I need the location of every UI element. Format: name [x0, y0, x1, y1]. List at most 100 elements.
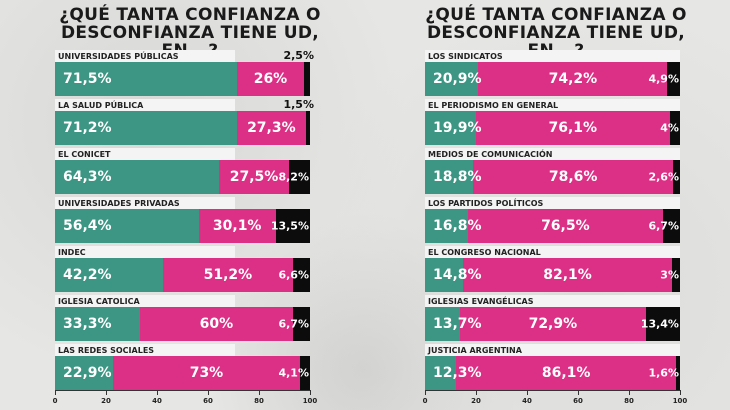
- no-answer-segment: 6,7%: [278, 307, 310, 341]
- x-tick-label: 80: [254, 397, 264, 405]
- data-label: 71,5%: [63, 71, 112, 87]
- data-label: 27,5%: [229, 169, 279, 185]
- x-tick: [425, 390, 426, 395]
- data-label: 60%: [199, 316, 234, 332]
- data-label: 6,7%: [278, 317, 309, 331]
- no-answer-segment: 4%: [660, 111, 680, 145]
- confidence-segment: 13,7%: [425, 307, 482, 341]
- x-tick: [527, 390, 528, 395]
- data-label: 8,2%: [278, 170, 309, 184]
- no-answer-segment: 8,2%: [278, 160, 310, 194]
- confidence-segment: 16,8%: [425, 209, 482, 243]
- x-tick: [208, 390, 209, 395]
- x-tick-label: 0: [52, 397, 58, 405]
- chart-title-line1: ¿QUÉ TANTA CONFIANZA O: [425, 5, 687, 25]
- left-chart: ¿QUÉ TANTA CONFIANZA O DESCONFIANZA TIEN…: [40, 0, 340, 410]
- no-answer-segment: 1,5%: [283, 98, 314, 145]
- data-label: 13,7%: [433, 316, 482, 332]
- data-label: 82,1%: [543, 267, 592, 283]
- data-label: 6,6%: [278, 268, 309, 282]
- stacked-bar: 19,9% 76,1% 4%: [425, 111, 680, 145]
- x-tick: [476, 390, 477, 395]
- data-label: 12,3%: [433, 365, 482, 381]
- stacked-bar: 33,3% 60% 6,7%: [55, 307, 310, 341]
- x-tick: [310, 390, 311, 395]
- x-tick: [157, 390, 158, 395]
- data-label: 51,2%: [203, 267, 253, 283]
- data-label: 2,5%: [283, 49, 314, 62]
- x-tick: [106, 390, 107, 395]
- x-tick-label: 20: [471, 397, 481, 405]
- stacked-bar: 71,2% 27,3% 1,5%: [55, 98, 314, 145]
- confidence-segment: 19,9%: [425, 111, 482, 145]
- data-label: 22,9%: [63, 365, 112, 381]
- data-label: 42,2%: [63, 267, 112, 283]
- category-label: UNIVERSIDADES PRIVADAS: [55, 197, 235, 210]
- category-label: EL CONGRESO NACIONAL: [425, 246, 680, 259]
- stacked-bar: 16,8% 76,5% 6,7%: [425, 209, 680, 243]
- right-chart: ¿QUÉ TANTA CONFIANZA O DESCONFIANZA TIEN…: [406, 0, 706, 410]
- data-label: 33,3%: [63, 316, 112, 332]
- distrust-segment: 60%: [139, 307, 293, 341]
- data-label: 27,3%: [247, 120, 296, 136]
- confidence-segment: 14,8%: [425, 258, 482, 292]
- data-label: 71,2%: [63, 120, 112, 136]
- distrust-segment: 72,9%: [459, 307, 646, 341]
- data-label: 86,1%: [541, 365, 591, 381]
- data-label: 19,9%: [433, 120, 482, 136]
- x-tick-label: 100: [302, 397, 318, 405]
- data-label: 64,3%: [63, 169, 112, 185]
- stacked-bar: 14,8% 82,1% 3%: [425, 258, 680, 292]
- category-label: LA SALUD PÚBLICA: [55, 99, 235, 112]
- data-label: 78,6%: [548, 169, 598, 185]
- confidence-segment: 56,4%: [55, 209, 199, 243]
- no-answer-segment: 2,5%: [283, 49, 314, 96]
- stacked-bar: 18,8% 78,6% 2,6%: [425, 160, 680, 194]
- x-tick-label: 60: [203, 397, 213, 405]
- category-label: EL PERIODISMO EN GENERAL: [425, 99, 680, 112]
- data-label: 76,1%: [548, 120, 598, 136]
- stacked-bar: 13,7% 72,9% 13,4%: [425, 307, 680, 341]
- distrust-segment: 78,6%: [472, 160, 674, 194]
- distrust-segment: 76,1%: [475, 111, 670, 145]
- category-label: LAS REDES SOCIALES: [55, 344, 235, 357]
- data-label: 1,6%: [648, 366, 679, 380]
- category-label: IGLESIA CATOLICA: [55, 295, 235, 308]
- x-tick-label: 60: [573, 397, 583, 405]
- category-label: LOS SINDICATOS: [425, 50, 680, 63]
- x-tick-label: 80: [624, 397, 634, 405]
- x-tick-label: 20: [101, 397, 111, 405]
- x-axis: [425, 390, 680, 391]
- confidence-segment: 18,8%: [425, 160, 482, 194]
- no-answer-segment: 2,6%: [648, 160, 680, 194]
- data-label: 72,9%: [528, 316, 578, 332]
- distrust-segment: 86,1%: [456, 356, 676, 390]
- data-label: 14,8%: [433, 267, 482, 283]
- data-label: 1,5%: [283, 98, 314, 111]
- confidence-segment: 64,3%: [55, 160, 219, 194]
- distrust-segment: 30,1%: [198, 209, 276, 243]
- x-axis: [55, 390, 310, 391]
- category-label: LOS PARTIDOS POLÍTICOS: [425, 197, 680, 210]
- no-answer-segment: 6,6%: [278, 258, 310, 292]
- no-answer-segment: 13,5%: [271, 209, 310, 243]
- stacked-bar: 56,4% 30,1% 13,5%: [55, 209, 310, 243]
- chart-title-line1: ¿QUÉ TANTA CONFIANZA O: [59, 5, 321, 25]
- x-tick: [629, 390, 630, 395]
- distrust-segment: 26%: [237, 62, 304, 96]
- stacked-bar: 64,3% 27,5% 8,2%: [55, 160, 310, 194]
- category-label: UNIVERSIDADES PÚBLICAS: [55, 50, 235, 63]
- x-tick-label: 100: [672, 397, 688, 405]
- x-tick: [680, 390, 681, 395]
- stacked-bar: 20,9% 74,2% 4,9%: [425, 62, 680, 96]
- distrust-segment: 76,5%: [467, 209, 663, 243]
- stacked-bar: 42,2% 51,2% 6,6%: [55, 258, 310, 292]
- confidence-segment: 71,2%: [55, 111, 237, 145]
- no-answer-segment: 13,4%: [641, 307, 680, 341]
- distrust-segment: 51,2%: [162, 258, 294, 292]
- data-label: 4,1%: [278, 366, 309, 380]
- stacked-bar: 22,9% 73% 4,1%: [55, 356, 310, 390]
- category-label: JUSTICIA ARGENTINA: [425, 344, 680, 357]
- no-answer-segment: 6,7%: [648, 209, 680, 243]
- x-tick: [259, 390, 260, 395]
